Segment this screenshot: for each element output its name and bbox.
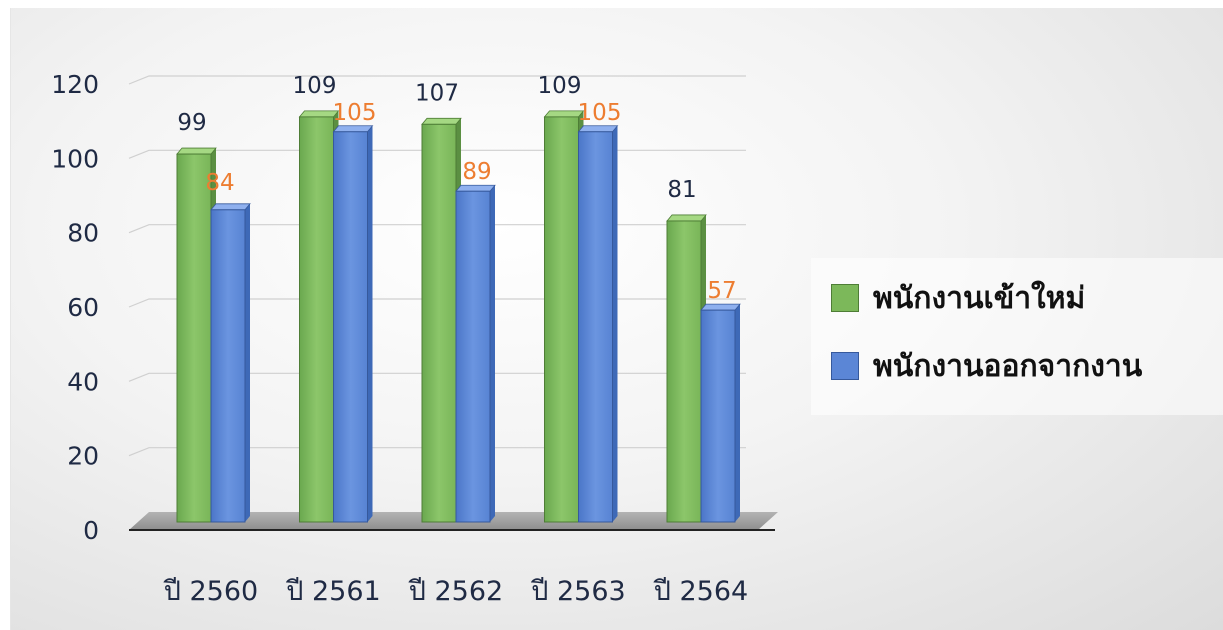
y-tick-label: 40: [67, 367, 99, 396]
legend-item-resigned-employees: พนักงานออกจากงาน: [831, 346, 1142, 386]
y-tick-label: 120: [51, 70, 99, 99]
x-tick-label: ปี 2560: [163, 576, 258, 607]
legend: พนักงานเข้าใหม่ พนักงานออกจากงาน: [811, 258, 1223, 415]
bar-top: [421, 117, 462, 125]
data-label: 89: [462, 159, 491, 185]
legend-label-new-employees: พนักงานเข้าใหม่: [873, 280, 1086, 316]
bar-top: [666, 214, 707, 222]
gridline: [128, 75, 746, 85]
x-tick-label: ปี 2562: [408, 576, 503, 607]
y-tick-label: 80: [67, 219, 99, 248]
legend-label-resigned-employees: พนักงานออกจากงาน: [873, 348, 1143, 384]
bar-side: [735, 304, 740, 522]
legend-item-new-employees: พนักงานเข้าใหม่: [831, 278, 1085, 318]
y-tick-label: 100: [51, 144, 99, 173]
bar-side: [245, 203, 250, 523]
bar-resigned-employees: [455, 190, 491, 523]
bar-top: [332, 125, 374, 133]
bar-side: [367, 125, 373, 522]
bar-top: [577, 125, 619, 133]
data-label: 84: [205, 170, 234, 196]
bar-side: [612, 125, 618, 522]
bar-top: [176, 147, 217, 155]
legend-swatch-resigned-employees: [831, 352, 859, 380]
data-label: 57: [707, 278, 736, 304]
legend-swatch-new-employees: [831, 284, 859, 312]
y-tick-label: 20: [67, 442, 99, 471]
bar-top: [210, 203, 251, 211]
data-label: 107: [415, 80, 459, 106]
bar-resigned-employees: [333, 131, 368, 523]
bar-new-employees: [544, 116, 579, 523]
bar-new-employees: [421, 123, 457, 523]
data-label: 109: [538, 73, 582, 99]
data-label: 105: [333, 100, 377, 126]
bar-new-employees: [666, 220, 702, 523]
bar-new-employees: [176, 153, 212, 523]
chart-panel: 99 84 109 105 107 89 109 105 81 57 0 20 40 60 80 100 12…: [10, 8, 1223, 630]
data-label: 81: [667, 177, 696, 203]
x-tick-label: ปี 2564: [653, 576, 748, 607]
bar-top: [455, 184, 496, 192]
bar-side: [490, 185, 495, 522]
x-tick-label: ปี 2561: [286, 576, 381, 607]
data-label: 105: [578, 100, 622, 126]
data-label: 99: [177, 110, 206, 136]
data-label: 109: [293, 73, 337, 99]
y-tick-label: 0: [83, 516, 99, 545]
bar-resigned-employees: [700, 309, 736, 523]
x-tick-label: ปี 2563: [531, 576, 626, 607]
y-tick-label: 60: [67, 293, 99, 322]
bar-top: [700, 303, 741, 311]
bar-resigned-employees: [210, 209, 246, 523]
bar-new-employees: [299, 116, 334, 523]
bar-resigned-employees: [578, 131, 613, 523]
